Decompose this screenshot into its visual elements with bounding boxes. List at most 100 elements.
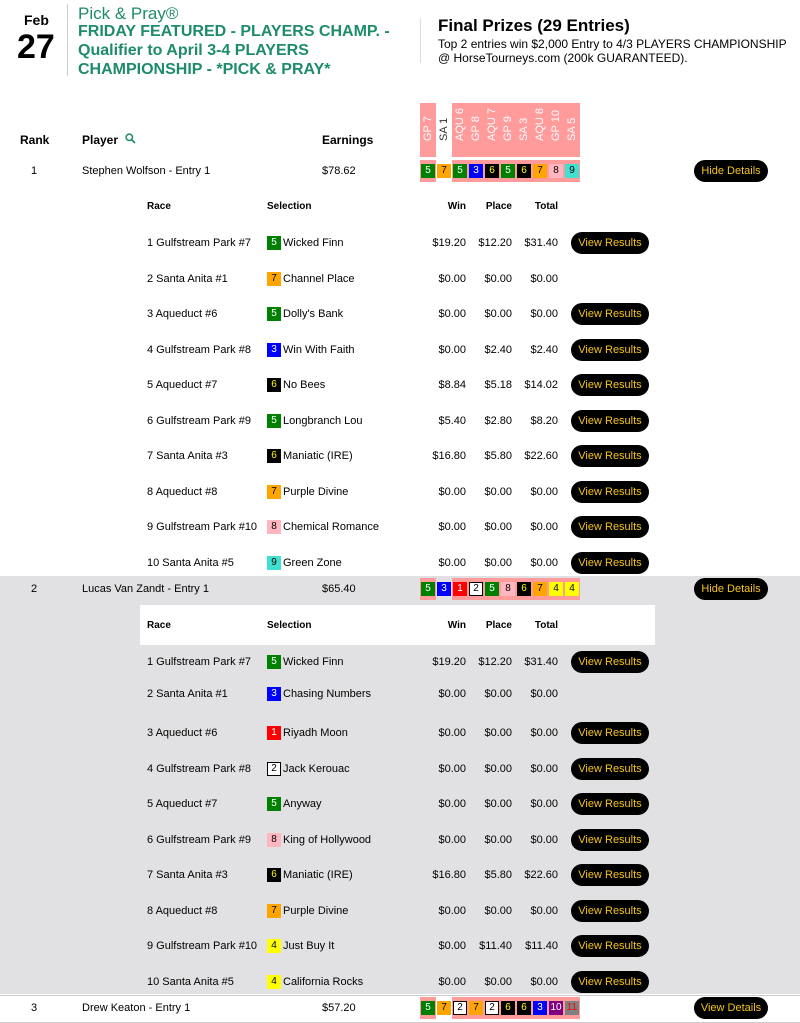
selection-number: 4 [267,939,281,953]
view-results-button[interactable]: View Results [571,410,649,432]
view-results-button[interactable]: View Results [571,445,649,467]
pick-number: 10 [549,1001,563,1015]
details-header-selection: Selection [267,620,312,631]
player-name[interactable]: Lucas Van Zandt - Entry 1 [82,583,209,595]
detail-horse: Chasing Numbers [283,688,372,700]
detail-total: $0.00 [530,727,558,739]
entry-row [0,160,800,575]
view-results-button[interactable]: View Results [571,722,649,744]
selection-number: 4 [267,975,281,989]
view-results-button[interactable]: View Results [571,935,649,957]
view-results-button[interactable]: View Results [571,481,649,503]
player-header[interactable]: Player [82,133,136,147]
rank: 3 [31,1002,38,1014]
date-day: 27 [17,28,55,66]
selection-number: 5 [267,307,281,321]
view-results-button[interactable]: View Results [571,374,649,396]
view-results-button[interactable]: View Results [571,758,649,780]
pick-number: 4 [565,582,579,596]
prize-title: Final Prizes (29 Entries) [438,16,630,35]
detail-place: $2.80 [484,415,512,427]
player-name[interactable]: Drew Keaton - Entry 1 [82,1002,191,1014]
selection-number: 6 [267,868,281,882]
pick-number: 7 [533,164,547,178]
pick-number: 6 [517,582,531,596]
pick-number: 3 [437,582,451,596]
view-results-button[interactable]: View Results [571,232,649,254]
earnings: $78.62 [322,165,356,177]
pick-number: 8 [501,582,515,596]
pick-number: 5 [421,164,435,178]
hide-details-button[interactable]: Hide Details [694,160,768,182]
detail-race: 9 Gulfstream Park #10 [147,940,258,952]
divider [420,18,421,63]
details-header-bg [140,605,655,645]
hide-details-button[interactable]: Hide Details [694,578,768,600]
detail-win: $8.84 [438,379,466,391]
race-column-label: GP 10 [550,110,562,141]
detail-total: $0.00 [530,308,558,320]
detail-horse: Purple Divine [283,905,349,917]
detail-place: $12.20 [478,237,512,249]
detail-win: $0.00 [438,521,466,533]
view-results-button[interactable]: View Results [571,864,649,886]
detail-race: 7 Santa Anita #3 [147,869,228,881]
detail-horse: California Rocks [283,976,364,988]
rank: 2 [31,583,38,595]
pick-number: 9 [565,164,579,178]
detail-win: $0.00 [438,557,466,569]
race-column-label: SA 1 [438,117,450,141]
view-results-button[interactable]: View Results [571,900,649,922]
view-results-button[interactable]: View Results [571,552,649,574]
detail-race: 2 Santa Anita #1 [147,273,228,285]
view-details-button[interactable]: View Details [694,997,768,1019]
view-results-button[interactable]: View Results [571,303,649,325]
earnings-header: Earnings [322,133,374,147]
race-column-label: GP 9 [502,116,514,141]
detail-total: $11.40 [525,940,558,952]
view-results-button[interactable]: View Results [571,651,649,673]
detail-race: 7 Santa Anita #3 [147,450,228,462]
detail-total: $0.00 [530,763,558,775]
details-header-selection: Selection [267,201,312,212]
detail-place: $11.40 [479,940,512,952]
detail-win: $0.00 [438,273,466,285]
pick-number: 6 [517,164,531,178]
detail-total: $0.00 [530,976,558,988]
pick-number: 6 [517,1001,531,1015]
selection-number: 8 [267,833,281,847]
detail-race: 6 Gulfstream Park #9 [147,834,251,846]
detail-place: $2.40 [484,344,512,356]
detail-total: $22.60 [524,450,558,462]
pick-number: 7 [469,1001,483,1015]
selection-number: 7 [267,904,281,918]
detail-race: 1 Gulfstream Park #7 [147,656,251,668]
view-results-button[interactable]: View Results [571,829,649,851]
detail-total: $0.00 [530,905,558,917]
details-header-race: Race [147,620,171,631]
detail-total: $14.02 [524,379,558,391]
player-name[interactable]: Stephen Wolfson - Entry 1 [82,165,211,177]
detail-win: $5.40 [438,415,466,427]
detail-win: $0.00 [438,905,466,917]
view-results-button[interactable]: View Results [571,971,649,993]
detail-total: $0.00 [530,688,558,700]
selection-number: 5 [267,414,281,428]
detail-horse: Green Zone [283,557,342,569]
view-results-button[interactable]: View Results [571,793,649,815]
pick-number: 2 [469,582,483,596]
pick-number: 7 [437,1001,451,1015]
view-results-button[interactable]: View Results [571,339,649,361]
detail-place: $0.00 [484,273,512,285]
race-column-header: AQU 8 [532,103,548,157]
rank: 1 [31,165,38,177]
view-results-button[interactable]: View Results [571,516,649,538]
pick-number: 5 [501,164,515,178]
search-icon[interactable] [125,133,136,144]
pick-number: 8 [549,164,563,178]
detail-total: $31.40 [524,656,558,668]
selection-number: 3 [267,687,281,701]
pick-number: 2 [485,1001,499,1015]
detail-total: $22.60 [524,869,558,881]
